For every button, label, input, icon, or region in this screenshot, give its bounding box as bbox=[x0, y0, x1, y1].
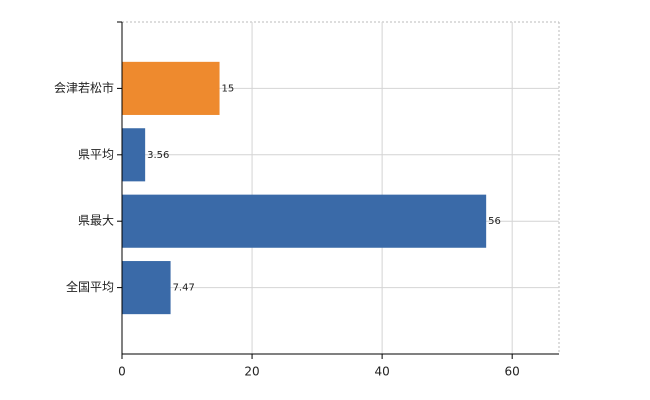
y-tick-label: 県最大 bbox=[78, 214, 114, 228]
bar bbox=[122, 61, 220, 115]
y-tick-label: 会津若松市 bbox=[54, 80, 114, 95]
bar bbox=[122, 128, 146, 182]
value-label: 7.47 bbox=[173, 283, 195, 294]
y-tick-label: 全国平均 bbox=[66, 279, 114, 294]
x-tick-label: 20 bbox=[244, 365, 259, 379]
bar bbox=[122, 194, 487, 248]
bar bbox=[122, 261, 171, 315]
y-tick-label: 県平均 bbox=[78, 147, 114, 161]
value-label: 3.56 bbox=[147, 150, 169, 161]
x-tick-label: 0 bbox=[118, 365, 126, 379]
x-tick-label: 40 bbox=[374, 365, 389, 379]
value-label: 56 bbox=[488, 216, 501, 227]
value-label: 15 bbox=[222, 83, 235, 94]
x-tick-label: 60 bbox=[505, 365, 520, 379]
